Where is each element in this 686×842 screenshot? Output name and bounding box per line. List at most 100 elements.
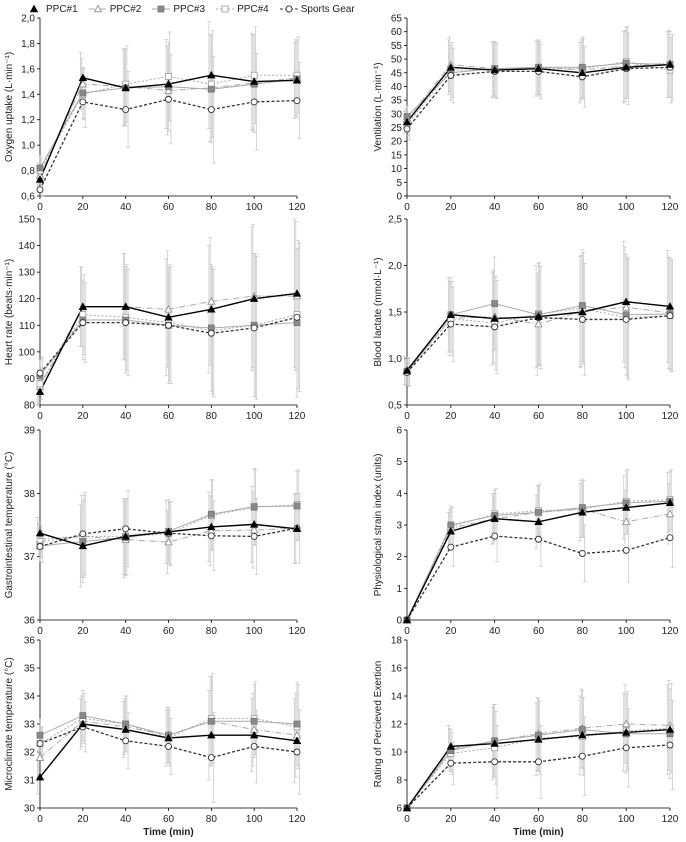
data-point bbox=[165, 321, 172, 329]
x-tick-label: 20 bbox=[445, 411, 457, 422]
y-tick-label: 12 bbox=[391, 720, 403, 731]
data-point bbox=[78, 719, 88, 728]
y-tick-label: 1,8 bbox=[21, 39, 35, 50]
x-tick-label: 60 bbox=[533, 814, 545, 825]
legend-marker bbox=[221, 5, 229, 13]
data-point bbox=[535, 535, 542, 543]
x-tick-label: 80 bbox=[206, 411, 218, 422]
data-point bbox=[35, 753, 45, 761]
x-tick-label: 120 bbox=[289, 814, 306, 825]
y-tick-label: 6 bbox=[396, 804, 402, 815]
data-point bbox=[164, 312, 173, 321]
y-axis-title: Blood lactate (mmol·L⁻¹) bbox=[373, 257, 384, 366]
legend-marker bbox=[93, 4, 102, 13]
chart-panel-4: 0,5 1,0 1,5 2,0 2,5 0 20 40 60 80 100 120 Blood lact… bbox=[373, 215, 679, 423]
data-point bbox=[578, 315, 586, 323]
y-tick-label: 8 bbox=[396, 776, 402, 787]
data-point bbox=[207, 717, 215, 725]
x-tick-label: 60 bbox=[163, 202, 175, 213]
legend-label: PPC#2 bbox=[109, 3, 142, 15]
y-tick-label: 34 bbox=[24, 692, 36, 703]
legend-marker bbox=[29, 4, 39, 13]
legend-marker-icon bbox=[216, 5, 235, 13]
data-point bbox=[164, 86, 173, 94]
data-point bbox=[402, 615, 412, 624]
x-tick-label: 60 bbox=[533, 411, 545, 422]
data-point bbox=[666, 741, 674, 749]
x-tick-label: 100 bbox=[618, 814, 635, 825]
x-tick-label: 0 bbox=[37, 626, 43, 637]
legend-label: PPC#1 bbox=[46, 3, 78, 15]
data-point bbox=[207, 532, 215, 540]
data-point bbox=[534, 517, 543, 526]
data-point bbox=[36, 731, 44, 739]
data-point bbox=[293, 502, 301, 510]
x-tick-label: 20 bbox=[77, 626, 89, 637]
data-point bbox=[447, 759, 455, 767]
x-axis-title: Time (min) bbox=[143, 827, 193, 838]
data-point bbox=[164, 537, 173, 546]
x-tick-label: 100 bbox=[246, 626, 263, 637]
x-tick-label: 0 bbox=[404, 202, 410, 213]
data-point bbox=[490, 65, 499, 74]
data-point bbox=[121, 725, 130, 733]
legend-marker bbox=[157, 5, 165, 13]
y-axis-title: Microclimate temperature (°C) bbox=[4, 657, 15, 790]
chart-legend: PPC#1 PPC#2 PPC#3 PPC#4 Sports Gear bbox=[24, 2, 365, 16]
data-point bbox=[293, 313, 301, 321]
data-point bbox=[578, 730, 587, 739]
data-point bbox=[447, 320, 455, 328]
x-tick-label: 60 bbox=[163, 814, 175, 825]
data-point bbox=[164, 527, 173, 536]
data-point bbox=[622, 744, 630, 752]
data-point bbox=[35, 175, 45, 183]
x-tick-label: 100 bbox=[246, 814, 263, 825]
data-point bbox=[665, 60, 675, 68]
y-tick-label: 20 bbox=[391, 137, 403, 148]
data-point bbox=[207, 305, 216, 313]
x-tick-label: 20 bbox=[445, 814, 457, 825]
y-tick-label: 50 bbox=[391, 55, 403, 66]
y-tick-label: 130 bbox=[18, 268, 35, 279]
series-line bbox=[406, 535, 671, 621]
y-tick-label: 35 bbox=[24, 664, 36, 675]
x-tick-label: 40 bbox=[489, 626, 501, 637]
y-tick-label: 60 bbox=[391, 27, 403, 38]
y-tick-label: 1 bbox=[396, 584, 402, 595]
data-point bbox=[207, 70, 216, 79]
legend-label: PPC#3 bbox=[173, 3, 206, 15]
data-point bbox=[122, 106, 130, 113]
data-point bbox=[207, 754, 215, 762]
y-tick-label: 4 bbox=[396, 489, 402, 500]
x-tick-label: 40 bbox=[489, 411, 501, 422]
data-point bbox=[292, 736, 302, 744]
chart-panel-7: 30 31 32 33 34 35 36 0 20 40 60 80 100 120 Microclimat… bbox=[4, 636, 306, 839]
x-tick-label: 120 bbox=[662, 202, 679, 213]
data-point bbox=[665, 725, 675, 733]
x-tick-label: 60 bbox=[533, 202, 545, 213]
data-point bbox=[293, 748, 301, 756]
x-tick-label: 80 bbox=[577, 202, 589, 213]
data-point bbox=[121, 302, 130, 310]
data-point bbox=[35, 772, 45, 781]
data-point bbox=[122, 737, 130, 745]
data-point bbox=[578, 508, 587, 516]
data-point bbox=[621, 719, 631, 728]
data-point bbox=[621, 303, 631, 311]
data-point bbox=[491, 323, 499, 331]
y-tick-label: 30 bbox=[391, 109, 403, 120]
y-tick-label: 1,0 bbox=[388, 354, 402, 365]
data-point bbox=[249, 77, 259, 85]
y-tick-label: 1,4 bbox=[21, 90, 35, 101]
x-tick-label: 100 bbox=[246, 202, 263, 213]
x-tick-label: 0 bbox=[404, 411, 410, 422]
legend-item: PPC#2 bbox=[88, 3, 142, 15]
legend-item: PPC#4 bbox=[215, 4, 269, 15]
data-point bbox=[249, 294, 259, 302]
x-tick-label: 40 bbox=[120, 202, 132, 213]
data-point bbox=[534, 735, 543, 743]
y-axis-title: Rating of Percieved Exertion bbox=[373, 661, 384, 788]
y-tick-label: 45 bbox=[391, 68, 403, 79]
